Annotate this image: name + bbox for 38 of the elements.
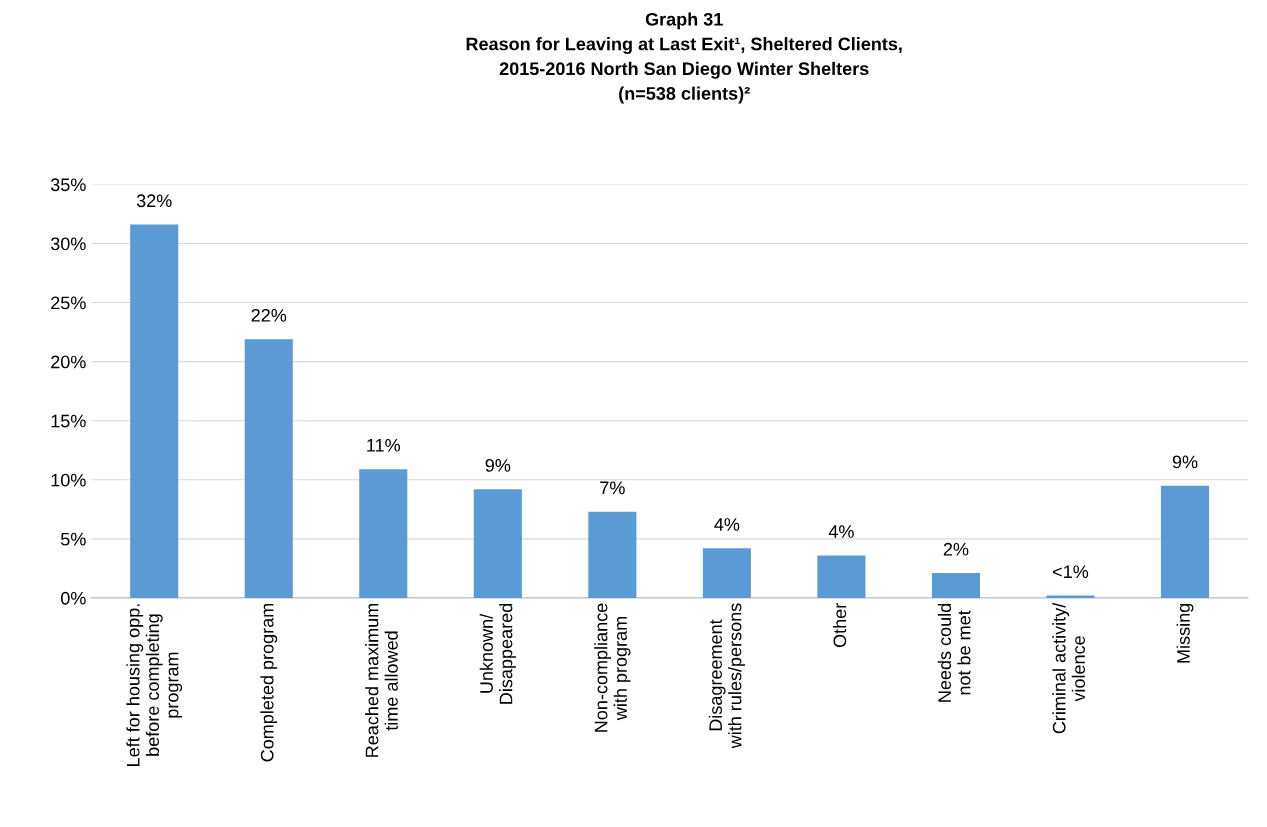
x-tick-label: Completed program xyxy=(260,603,278,762)
data-label: 22% xyxy=(251,308,287,322)
bar xyxy=(931,573,980,598)
data-label: 4% xyxy=(828,525,854,538)
data-label: 9% xyxy=(1172,455,1198,469)
data-label: 7% xyxy=(600,481,625,495)
bar xyxy=(588,511,637,598)
x-tick-label: Reached maximum time allowed xyxy=(365,603,398,757)
bar xyxy=(702,548,751,598)
bar xyxy=(244,339,293,598)
data-label: 4% xyxy=(714,518,740,531)
x-tick-label: Criminal activity/ violence xyxy=(1052,602,1086,734)
bar xyxy=(817,555,866,598)
chart-title: Graph 31 Reason for Leaving at Last Exit¹, Sheltered Clients, 2015-2016 North San Diego Winter Shelters (n=538 clients)² xyxy=(466,12,902,104)
x-tick-label: Non-compliance with program xyxy=(594,603,631,732)
bar xyxy=(130,224,179,598)
data-label: 11% xyxy=(367,438,401,452)
x-tick-label: Needs could not be met xyxy=(937,603,971,702)
data-label: 2% xyxy=(943,542,969,556)
bar xyxy=(1160,485,1210,598)
y-tick-label: 30% xyxy=(50,237,86,251)
y-tick-label: 20% xyxy=(51,355,86,369)
data-label: 9% xyxy=(485,458,511,472)
y-tick-label: 35% xyxy=(50,178,86,192)
x-tick-label: Left for housing opp. before completing program xyxy=(126,604,183,766)
x-tick-label: Unknown/ Disappeared xyxy=(479,603,516,704)
bar xyxy=(359,469,408,598)
y-tick-label: 5% xyxy=(60,532,86,546)
y-tick-label: 10% xyxy=(51,473,86,487)
y-tick-label: 15% xyxy=(51,414,86,428)
data-label: 32% xyxy=(136,194,172,208)
y-tick-label: 25% xyxy=(51,296,86,310)
x-tick-label: Disagreement with rules/persons xyxy=(708,603,746,749)
x-tick-label: Missing xyxy=(1176,603,1194,663)
x-tick-label: Other xyxy=(832,603,847,648)
data-label: <1% xyxy=(1053,565,1089,579)
bar xyxy=(473,489,522,598)
y-tick-label: 0% xyxy=(60,591,86,605)
